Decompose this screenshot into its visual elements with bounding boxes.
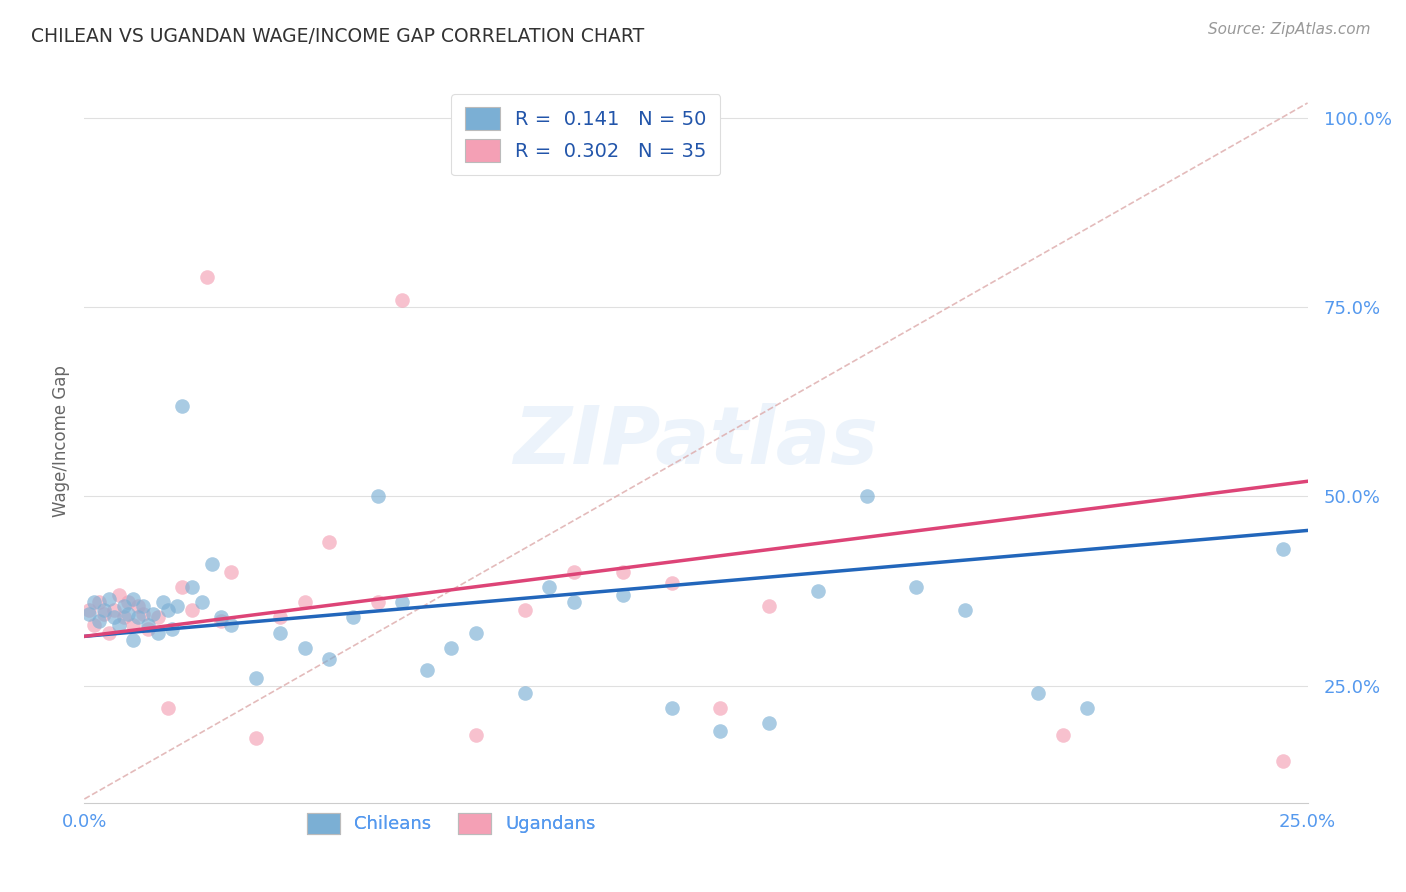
Point xyxy=(200,558,222,572)
Point xyxy=(83,595,105,609)
Point xyxy=(77,607,100,621)
Point xyxy=(181,580,204,594)
Point xyxy=(391,293,413,307)
Point xyxy=(122,591,145,606)
Point xyxy=(112,599,135,613)
Point xyxy=(294,595,316,609)
Point xyxy=(97,625,120,640)
Point xyxy=(856,489,879,503)
Point xyxy=(103,610,125,624)
Point xyxy=(117,595,139,609)
Point xyxy=(127,610,149,624)
Legend: Chileans, Ugandans: Chileans, Ugandans xyxy=(299,805,603,841)
Point xyxy=(77,603,100,617)
Point xyxy=(166,599,188,613)
Point xyxy=(209,610,232,624)
Point xyxy=(122,633,145,648)
Point xyxy=(342,610,364,624)
Point xyxy=(905,580,928,594)
Point xyxy=(562,565,585,579)
Point xyxy=(440,640,463,655)
Point xyxy=(661,576,683,591)
Point xyxy=(367,595,389,609)
Point xyxy=(146,610,169,624)
Point xyxy=(103,603,125,617)
Point xyxy=(269,610,291,624)
Point xyxy=(612,565,634,579)
Point xyxy=(538,580,561,594)
Point xyxy=(162,622,184,636)
Point xyxy=(464,728,486,742)
Point xyxy=(172,580,194,594)
Point xyxy=(294,640,316,655)
Point xyxy=(318,652,340,666)
Point xyxy=(107,588,129,602)
Point xyxy=(191,595,214,609)
Point xyxy=(83,618,105,632)
Point xyxy=(195,270,218,285)
Point xyxy=(172,399,194,413)
Point xyxy=(219,618,242,632)
Point xyxy=(136,618,159,632)
Point xyxy=(117,607,139,621)
Text: Source: ZipAtlas.com: Source: ZipAtlas.com xyxy=(1208,22,1371,37)
Point xyxy=(318,534,340,549)
Y-axis label: Wage/Income Gap: Wage/Income Gap xyxy=(52,366,70,517)
Point xyxy=(245,731,267,746)
Point xyxy=(367,489,389,503)
Point xyxy=(136,622,159,636)
Point xyxy=(93,607,115,621)
Point xyxy=(1052,728,1074,742)
Point xyxy=(661,701,683,715)
Point xyxy=(416,664,439,678)
Point xyxy=(127,599,149,613)
Point xyxy=(464,625,486,640)
Point xyxy=(1272,542,1295,557)
Point xyxy=(219,565,242,579)
Point xyxy=(953,603,976,617)
Point xyxy=(97,591,120,606)
Point xyxy=(87,595,110,609)
Point xyxy=(1076,701,1098,715)
Point xyxy=(245,671,267,685)
Text: ZIPatlas: ZIPatlas xyxy=(513,402,879,481)
Point xyxy=(87,614,110,628)
Point xyxy=(156,701,179,715)
Text: CHILEAN VS UGANDAN WAGE/INCOME GAP CORRELATION CHART: CHILEAN VS UGANDAN WAGE/INCOME GAP CORRE… xyxy=(31,27,644,45)
Point xyxy=(156,603,179,617)
Point xyxy=(112,610,135,624)
Point xyxy=(513,603,536,617)
Point xyxy=(391,595,413,609)
Point xyxy=(107,618,129,632)
Point xyxy=(122,618,145,632)
Point xyxy=(269,625,291,640)
Point xyxy=(709,723,731,738)
Point xyxy=(152,595,174,609)
Point xyxy=(93,603,115,617)
Point xyxy=(181,603,204,617)
Point xyxy=(146,625,169,640)
Point xyxy=(562,595,585,609)
Point xyxy=(1028,686,1050,700)
Point xyxy=(807,584,830,599)
Point xyxy=(709,701,731,715)
Point xyxy=(758,716,780,731)
Point xyxy=(1272,754,1295,768)
Point xyxy=(513,686,536,700)
Point xyxy=(612,588,634,602)
Point xyxy=(132,599,155,613)
Point xyxy=(132,607,155,621)
Point xyxy=(142,607,165,621)
Point xyxy=(209,614,232,628)
Point xyxy=(758,599,780,613)
